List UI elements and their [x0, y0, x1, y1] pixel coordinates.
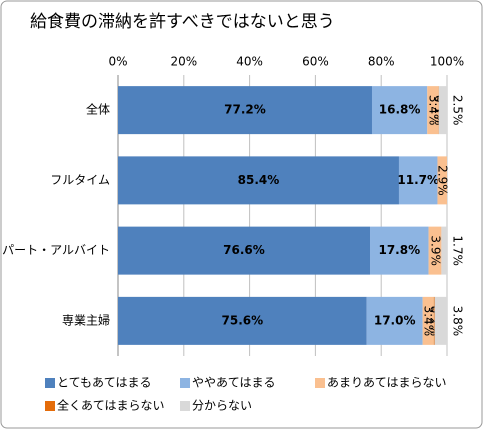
- bar-segment: [118, 86, 372, 135]
- x-tick-label: 40%: [236, 55, 263, 69]
- data-label: 16.8%: [379, 103, 421, 117]
- legend-label: あまりあてはまらない: [327, 376, 447, 390]
- legend-swatch: [315, 378, 325, 388]
- bar-segment: [433, 296, 435, 345]
- x-tick-label: 80%: [368, 55, 395, 69]
- bar-segment: [437, 156, 447, 205]
- data-label: 3.4%: [426, 95, 440, 126]
- bar-segment: [370, 226, 429, 275]
- data-label: 17.0%: [374, 313, 416, 327]
- data-label: 2.5%: [451, 95, 465, 126]
- legend-swatch: [180, 378, 190, 388]
- bar-segment: [434, 296, 447, 345]
- bar-segment: [118, 296, 367, 345]
- bar-segment: [371, 86, 428, 135]
- data-label: 3.9%: [428, 235, 442, 266]
- bar-segment: [428, 226, 442, 275]
- data-label: 85.4%: [238, 173, 280, 187]
- data-label: 75.6%: [222, 313, 264, 327]
- y-tick-label: フルタイム: [50, 173, 110, 187]
- bar-segment: [366, 296, 423, 345]
- data-label: 3.8%: [451, 306, 465, 337]
- data-label: 17.8%: [378, 243, 420, 257]
- legend-label: 分からない: [192, 399, 252, 413]
- data-label: 1.7%: [451, 235, 465, 266]
- data-label: 2.9%: [436, 165, 450, 196]
- y-tick-label: パート・アルバイト: [2, 243, 110, 257]
- x-tick-label: 0%: [108, 55, 127, 69]
- x-tick-label: 60%: [302, 55, 329, 69]
- bar-segment: [118, 226, 371, 275]
- legend-swatch: [180, 401, 190, 411]
- bar-segment: [438, 86, 447, 135]
- legend-label: ややあてはまる: [192, 376, 276, 390]
- data-label: 11.7%: [397, 173, 439, 187]
- bar-segment: [441, 226, 447, 275]
- y-tick-label: 全体: [86, 102, 110, 117]
- legend-label: 全くあてはまらない: [57, 398, 165, 413]
- legend-label: とてもあてはまる: [57, 376, 152, 390]
- legend-swatch: [45, 378, 55, 388]
- legend-swatch: [45, 401, 55, 411]
- data-label: 77.2%: [224, 103, 266, 117]
- data-label: 76.6%: [223, 243, 265, 257]
- chart-title: 給食費の滞納を許すべきではないと思う: [30, 12, 335, 32]
- bar-segment: [422, 296, 434, 345]
- bar-segment: [398, 156, 438, 205]
- y-tick-label: 専業主婦: [62, 312, 110, 327]
- x-tick-label: 100%: [430, 55, 464, 69]
- bar-segment: [118, 156, 399, 205]
- x-tick-label: 20%: [170, 55, 197, 69]
- bar-segment: [427, 86, 439, 135]
- data-label: 3.4%: [422, 306, 436, 337]
